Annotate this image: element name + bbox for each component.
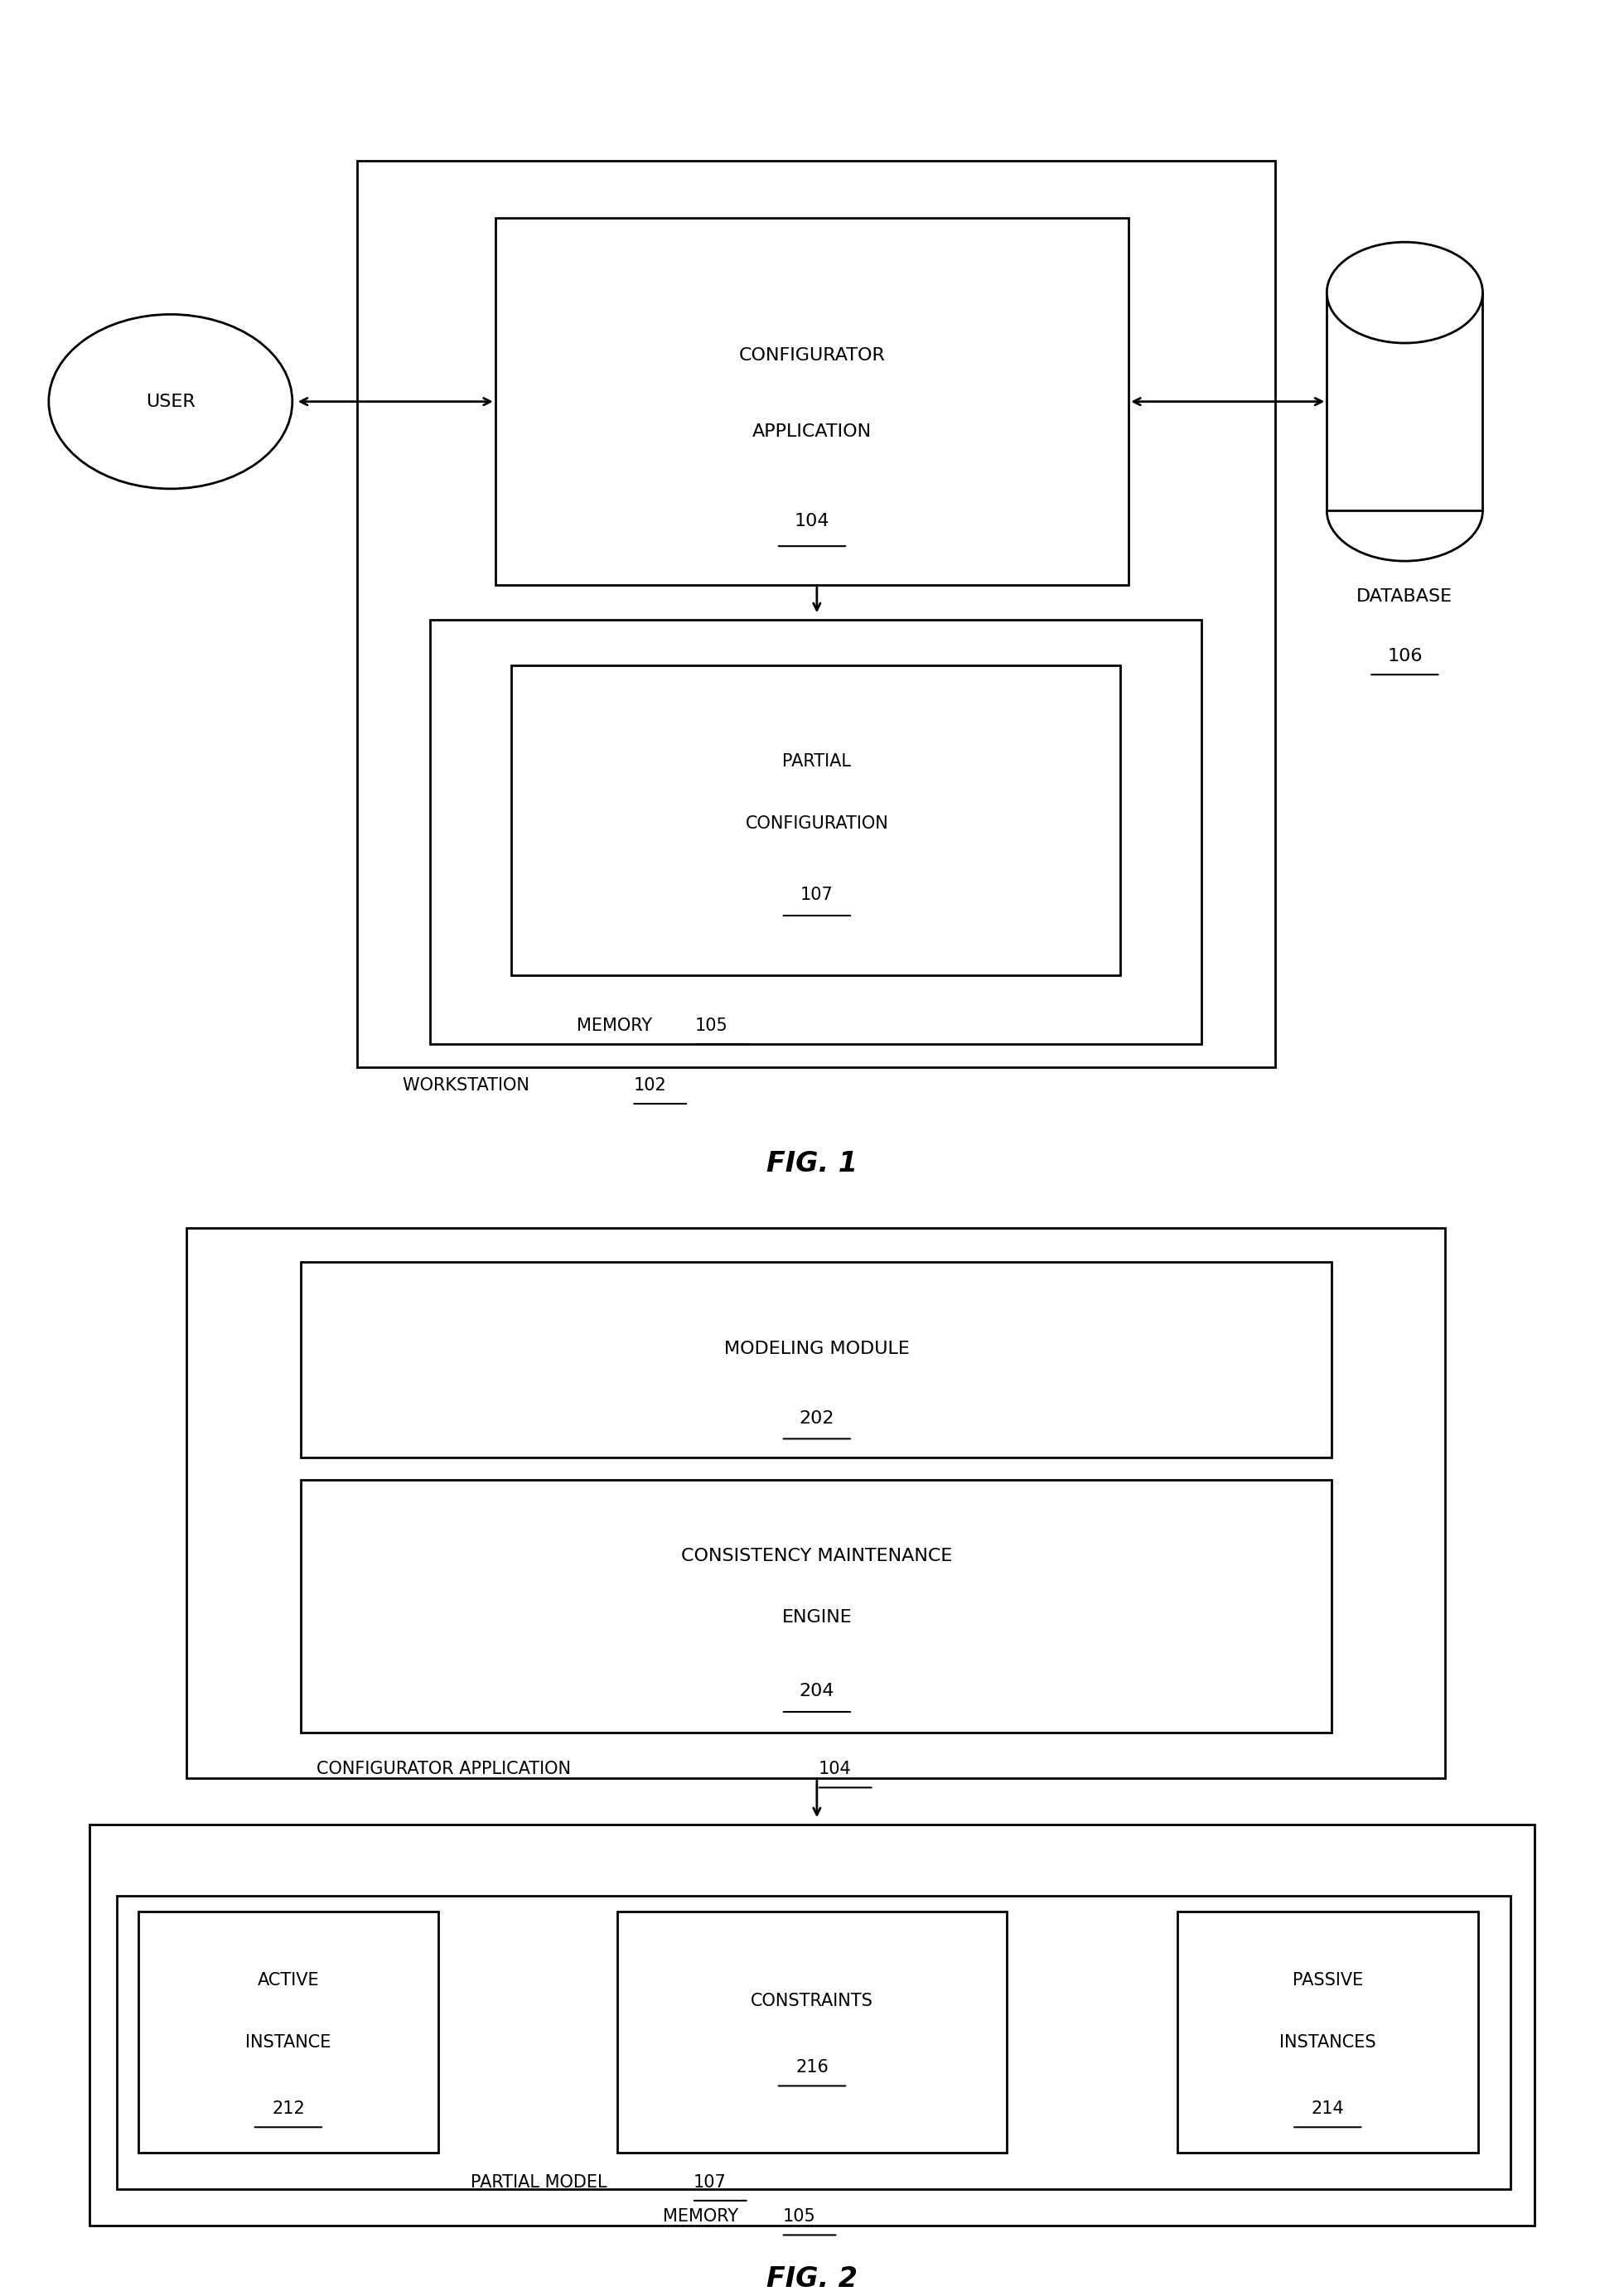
FancyBboxPatch shape xyxy=(187,1228,1445,1779)
Text: 204: 204 xyxy=(799,1683,835,1699)
Text: FIG. 2: FIG. 2 xyxy=(767,2264,857,2291)
Text: 107: 107 xyxy=(801,886,833,902)
Text: ENGINE: ENGINE xyxy=(781,1609,853,1626)
Text: APPLICATION: APPLICATION xyxy=(752,422,872,441)
FancyBboxPatch shape xyxy=(300,1263,1332,1458)
FancyBboxPatch shape xyxy=(357,161,1275,1068)
Text: 216: 216 xyxy=(796,2060,828,2076)
FancyBboxPatch shape xyxy=(1327,292,1483,510)
FancyBboxPatch shape xyxy=(1177,1913,1478,2151)
FancyBboxPatch shape xyxy=(430,620,1202,1045)
Text: CONFIGURATOR: CONFIGURATOR xyxy=(739,347,885,365)
Text: PARTIAL MODEL: PARTIAL MODEL xyxy=(471,2174,612,2190)
Text: 104: 104 xyxy=(818,1761,851,1777)
FancyBboxPatch shape xyxy=(117,1896,1510,2188)
Text: 212: 212 xyxy=(271,2101,305,2117)
Text: MEMORY: MEMORY xyxy=(577,1017,658,1033)
FancyBboxPatch shape xyxy=(512,666,1121,976)
Text: PARTIAL: PARTIAL xyxy=(783,753,851,769)
Text: 107: 107 xyxy=(693,2174,726,2190)
Text: USER: USER xyxy=(146,393,195,411)
Text: PASSIVE: PASSIVE xyxy=(1293,1972,1363,1988)
Text: DATABASE: DATABASE xyxy=(1356,588,1453,604)
Text: 102: 102 xyxy=(633,1077,666,1093)
FancyBboxPatch shape xyxy=(138,1913,438,2151)
FancyBboxPatch shape xyxy=(495,218,1129,585)
Text: FIG. 1: FIG. 1 xyxy=(767,1150,857,1178)
Text: 105: 105 xyxy=(783,2209,815,2225)
Text: 202: 202 xyxy=(799,1410,835,1426)
FancyBboxPatch shape xyxy=(617,1913,1007,2151)
Text: MODELING MODULE: MODELING MODULE xyxy=(724,1341,909,1357)
Text: MEMORY: MEMORY xyxy=(663,2209,744,2225)
Text: 214: 214 xyxy=(1311,2101,1345,2117)
Text: CONSISTENCY MAINTENANCE: CONSISTENCY MAINTENANCE xyxy=(680,1548,953,1564)
Text: CONSTRAINTS: CONSTRAINTS xyxy=(750,1993,874,2009)
Text: CONFIGURATOR APPLICATION: CONFIGURATOR APPLICATION xyxy=(317,1761,577,1777)
Text: INSTANCE: INSTANCE xyxy=(245,2034,331,2050)
FancyBboxPatch shape xyxy=(300,1481,1332,1733)
FancyBboxPatch shape xyxy=(89,1825,1535,2225)
Text: 106: 106 xyxy=(1387,647,1423,664)
Ellipse shape xyxy=(49,315,292,489)
Ellipse shape xyxy=(1327,241,1483,342)
Text: WORKSTATION: WORKSTATION xyxy=(403,1077,534,1093)
Text: CONFIGURATION: CONFIGURATION xyxy=(745,815,888,831)
Text: 105: 105 xyxy=(695,1017,728,1033)
Text: INSTANCES: INSTANCES xyxy=(1280,2034,1376,2050)
Text: ACTIVE: ACTIVE xyxy=(257,1972,320,1988)
Text: 104: 104 xyxy=(794,512,830,528)
